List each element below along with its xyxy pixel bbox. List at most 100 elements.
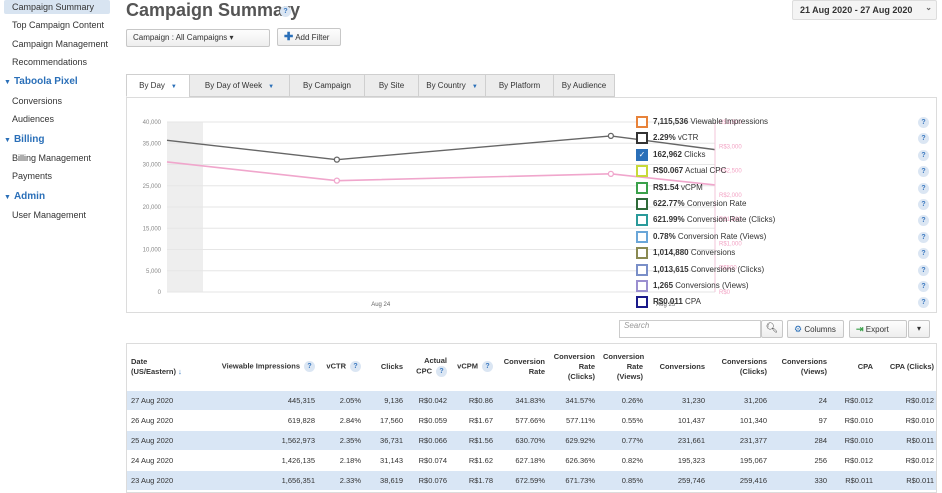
tab-by-day[interactable]: By Day ▼ (126, 74, 190, 97)
legend-item-conversion-rate-views[interactable]: 0.78% Conversion Rate (Views)? (636, 230, 936, 245)
column-header-vcpm[interactable]: vCPM? (451, 344, 497, 390)
checkbox-icon[interactable] (636, 230, 648, 243)
legend-item-actual-cpc[interactable]: R$0.067 Actual CPC? (636, 165, 936, 179)
column-header-conversion-rate-clicks[interactable]: Conversion Rate (Clicks) (549, 344, 599, 390)
date-range-picker[interactable]: 21 Aug 2020 - 27 Aug 2020 ⌄ (792, 0, 937, 20)
search-input[interactable]: Search (619, 320, 761, 338)
table-cell: R$0.042 (407, 389, 451, 410)
sidebar-section-billing[interactable]: ▼ Billing (4, 134, 45, 145)
export-options-button[interactable]: ▾ (908, 320, 930, 338)
sidebar-item-user-management[interactable]: User Management (12, 210, 86, 220)
column-header-conversion-rate[interactable]: Conversion Rate (497, 344, 549, 390)
help-icon[interactable]: ? (918, 215, 929, 227)
search-button[interactable]: 🔍︎ (761, 320, 783, 338)
line-chart: 40,000 35,000 30,000 25,000 20,000 15,000 10,0… (143, 120, 743, 308)
legend-value: 1,265 (653, 281, 674, 290)
checkbox-icon[interactable] (636, 165, 648, 178)
checkbox-icon[interactable] (636, 280, 648, 292)
sidebar-item-audiences[interactable]: Audiences (12, 114, 54, 124)
caret-down-icon: ▼ (471, 84, 478, 90)
column-header-conversion-rate-views[interactable]: Conversion Rate (Views) (599, 344, 647, 390)
column-header-date-us-eastern[interactable]: Date (US/Eastern) ↓ (127, 344, 197, 390)
column-header-cpa[interactable]: CPA (831, 344, 877, 390)
tab-by-platform[interactable]: By Platform (485, 74, 554, 97)
help-icon[interactable]: ? (436, 366, 447, 378)
help-icon[interactable]: ? (918, 149, 929, 161)
add-filter-button[interactable]: ✚ Add Filter (277, 28, 341, 46)
help-icon[interactable]: ? (918, 117, 929, 128)
legend-item-conversions[interactable]: 1,014,880 Conversions? (636, 247, 936, 261)
column-header-conversions-clicks[interactable]: Conversions (Clicks) (709, 344, 771, 390)
campaign-select[interactable]: Campaign : All Campaigns ▾ (126, 29, 270, 47)
column-header-cpa-clicks[interactable]: CPA (Clicks) (877, 344, 936, 390)
sort-down-icon[interactable]: ↓ (176, 366, 182, 376)
legend-item-vctr[interactable]: 2.29% vCTR? (636, 132, 936, 146)
help-icon[interactable]: ? (918, 248, 929, 260)
help-icon[interactable]: ? (304, 361, 315, 373)
legend-item-conversion-rate-clicks[interactable]: 621.99% Conversion Rate (Clicks)? (636, 214, 936, 228)
checkbox-icon[interactable] (636, 214, 648, 227)
tab-by-day-of-week[interactable]: By Day of Week ▼ (189, 74, 290, 97)
columns-button[interactable]: ⚙ Columns (787, 320, 844, 338)
sidebar-section-taboola-pixel[interactable]: ▼ Taboola Pixel (4, 76, 78, 87)
left-axis-tick-label: 25,000 (143, 184, 162, 190)
legend-item-vcpm[interactable]: R$1.54 vCPM? (636, 181, 936, 196)
checkbox-icon[interactable] (636, 132, 648, 145)
tab-by-site[interactable]: By Site (364, 74, 419, 97)
table-row[interactable]: 23 Aug 2020 1,656,351 2.33% 38,619 R$0.076 R$… (127, 469, 936, 490)
checkbox-icon[interactable] (636, 296, 648, 309)
series-line-secondary (166, 161, 716, 186)
sidebar-item-billing-management[interactable]: Billing Management (12, 153, 91, 163)
help-icon[interactable]: ? (918, 231, 929, 243)
help-icon[interactable]: ? (918, 297, 929, 309)
caret-down-icon: ▾ (916, 324, 921, 333)
table-row[interactable]: 25 Aug 2020 1,562,973 2.35% 36,731 R$0.066 R$… (127, 429, 936, 450)
sidebar-section-admin[interactable]: ▼ Admin (4, 191, 45, 202)
help-icon[interactable]: ? (482, 361, 493, 373)
help-icon[interactable]: ? (350, 361, 361, 373)
help-icon[interactable]: ? (918, 264, 929, 276)
checkbox-icon[interactable] (636, 181, 648, 194)
table-cell: 23 Aug 2020 (127, 469, 197, 490)
help-icon[interactable]: ? (918, 199, 929, 210)
legend-item-conversions-clicks[interactable]: 1,013,615 Conversions (Clicks)? (636, 263, 936, 278)
left-axis-tick-label: 0 (158, 290, 162, 296)
caret-down-icon: ▼ (268, 84, 275, 90)
legend-item-clicks[interactable]: ✓ 162,962 Clicks? (636, 148, 936, 163)
sidebar-item-campaign-management[interactable]: Campaign Management (12, 39, 108, 49)
tab-by-audience[interactable]: By Audience (553, 74, 615, 97)
legend-item-cpa[interactable]: R$0.011 CPA? (636, 296, 936, 310)
sidebar-item-label: Billing (13, 134, 45, 145)
legend-item-conversions-views[interactable]: 1,265 Conversions (Views)? (636, 280, 936, 294)
sidebar-item-top-campaign-content[interactable]: Top Campaign Content (12, 20, 104, 30)
table-row[interactable]: 26 Aug 2020 619,828 2.84% 17,560 R$0.059 R$1.… (127, 409, 936, 430)
help-icon[interactable]: ? (280, 6, 291, 17)
table-row[interactable]: 24 Aug 2020 1,426,135 2.18% 31,143 R$0.074 R$… (127, 449, 936, 470)
checkbox-icon[interactable] (636, 198, 648, 210)
column-header-conversions[interactable]: Conversions (647, 344, 709, 390)
legend-item-conversion-rate[interactable]: 622.77% Conversion Rate? (636, 198, 936, 212)
sidebar-item-recommendations[interactable]: Recommendations (12, 57, 87, 67)
sidebar-item-campaign-summary[interactable]: Campaign Summary (4, 0, 110, 14)
column-header-actual-cpc[interactable]: Actual CPC? (407, 344, 451, 390)
help-icon[interactable]: ? (918, 281, 929, 292)
export-button[interactable]: ⇥ Export (849, 320, 907, 338)
help-icon[interactable]: ? (918, 166, 929, 178)
column-header-clicks[interactable]: Clicks (365, 344, 407, 390)
column-header-conversions-views[interactable]: Conversions (Views) (771, 344, 831, 390)
column-header-vctr[interactable]: vCTR? (319, 344, 365, 390)
sidebar-item-conversions[interactable]: Conversions (12, 96, 62, 106)
table-row[interactable]: 27 Aug 2020 445,315 2.05% 9,136 R$0.042 R$0.8… (127, 389, 936, 410)
help-icon[interactable]: ? (918, 182, 929, 194)
checkbox-icon[interactable] (636, 247, 648, 260)
tab-by-country[interactable]: By Country ▼ (418, 74, 486, 97)
checkbox-icon[interactable] (636, 263, 648, 276)
checkbox-icon[interactable] (636, 116, 648, 128)
search-placeholder: Search (624, 321, 650, 330)
help-icon[interactable]: ? (918, 133, 929, 145)
column-header-viewable-impressions[interactable]: Viewable Impressions? (197, 344, 319, 390)
checked-checkbox-icon[interactable]: ✓ (636, 148, 648, 161)
tab-by-campaign[interactable]: By Campaign (289, 74, 365, 97)
sidebar-item-payments[interactable]: Payments (12, 171, 52, 181)
legend-item-viewable-impressions[interactable]: 7,115,536 Viewable Impressions? (636, 116, 936, 130)
